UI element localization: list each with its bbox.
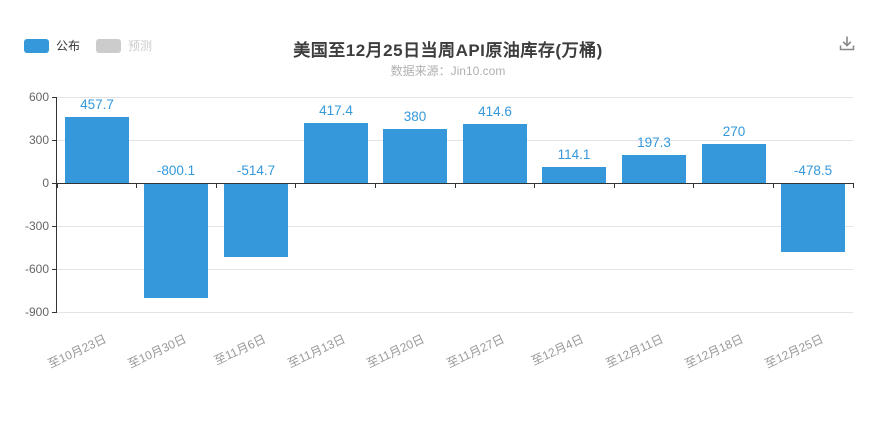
y-axis-tick: [52, 139, 57, 141]
x-axis-tick-label: 至10月23日: [45, 331, 109, 372]
legend-item-forecast[interactable]: 预测: [96, 39, 152, 53]
page-title: 美国至12月25日当周API原油库存(万桶): [293, 41, 603, 60]
legend-item-published[interactable]: 公布: [24, 39, 80, 53]
y-axis-tick-label: -300: [24, 219, 49, 233]
bar-value-label: 197.3: [637, 135, 671, 150]
x-axis-tick-label: 至12月4日: [529, 331, 587, 369]
bar-至12月4日[interactable]: [542, 166, 606, 183]
bar-value-label: 457.7: [80, 97, 114, 112]
y-axis-tick: [52, 268, 57, 270]
gridline: [57, 268, 853, 270]
x-axis-tick: [136, 183, 138, 188]
bar-至12月11日[interactable]: [622, 154, 686, 183]
bar-value-label: 414.6: [478, 104, 512, 119]
x-axis-tick: [295, 183, 297, 188]
y-axis-tick: [52, 225, 57, 227]
x-axis-tick: [374, 183, 376, 188]
x-axis-tick-label: 至11月27日: [444, 331, 507, 371]
bar-至11月20日[interactable]: [383, 128, 447, 183]
bar-至10月23日[interactable]: [65, 117, 129, 184]
x-axis-tick-label: 至12月25日: [762, 331, 825, 372]
bar-至11月6日[interactable]: [224, 183, 288, 257]
x-axis-tick-label: 至11月13日: [285, 331, 348, 371]
x-axis-tick: [215, 183, 217, 188]
bar-value-label: 417.4: [319, 103, 353, 118]
bar-至10月30日[interactable]: [144, 183, 208, 298]
x-axis-tick: [772, 183, 774, 188]
x-axis-tick-label: 至10月30日: [125, 331, 189, 372]
y-axis-line: [56, 97, 57, 312]
gridline: [57, 139, 853, 141]
x-axis-tick: [56, 183, 58, 188]
x-axis-tick: [852, 183, 854, 188]
x-axis-tick-label: 至11月6日: [211, 331, 268, 368]
bar-value-label: 270: [722, 124, 746, 139]
x-axis-tick-label: 至12月11日: [603, 331, 666, 371]
legend: 公布 预测: [24, 39, 152, 53]
legend-label-published: 公布: [56, 39, 81, 53]
legend-swatch-published: [24, 39, 49, 53]
data-source-label: 数据来源：Jin10.com: [390, 64, 506, 78]
x-axis-tick: [693, 183, 695, 188]
x-axis-tick-label: 至12月18日: [682, 331, 746, 372]
y-axis-tick-label: 600: [28, 90, 49, 104]
legend-label-forecast: 预测: [128, 39, 153, 53]
x-axis-tick: [454, 183, 456, 188]
x-axis-tick-label: 至11月20日: [365, 331, 427, 371]
legend-swatch-forecast: [96, 39, 122, 53]
y-axis-tick-label: -900: [24, 305, 49, 319]
bar-value-label: -514.7: [236, 163, 276, 178]
y-axis-tick: [52, 311, 57, 313]
bar-至12月18日[interactable]: [702, 144, 766, 184]
y-axis-tick: [52, 96, 57, 98]
y-axis-tick-label: 300: [28, 133, 49, 147]
bar-value-label: -478.5: [793, 163, 833, 178]
download-icon[interactable]: [835, 32, 859, 56]
bar-value-label: 114.1: [557, 147, 591, 162]
x-axis-tick: [534, 183, 536, 188]
gridline: [57, 96, 853, 98]
y-axis-tick: [52, 182, 57, 184]
bar-value-label: 380: [403, 109, 427, 124]
y-axis-tick-label: 0: [42, 176, 49, 190]
gridline: [57, 311, 853, 313]
bar-至11月27日[interactable]: [463, 123, 527, 183]
bar-至12月25日[interactable]: [781, 183, 845, 252]
bar-value-label: -800.1: [156, 163, 196, 178]
y-axis-tick-label: -600: [24, 262, 49, 276]
gridline: [57, 225, 853, 227]
bar-至11月13日[interactable]: [304, 123, 368, 184]
x-axis-tick: [613, 183, 615, 188]
